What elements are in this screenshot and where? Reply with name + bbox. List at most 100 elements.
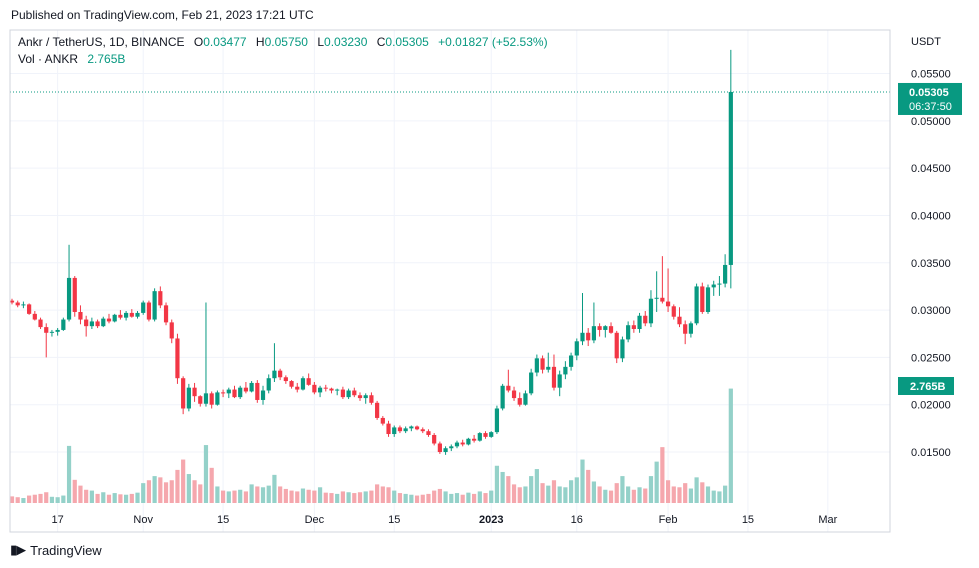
- candle-body: [466, 438, 471, 445]
- volume-bar: [72, 479, 77, 503]
- volume-bar: [591, 481, 597, 503]
- volume-bar: [380, 486, 385, 503]
- volume-label[interactable]: Vol · ANKR: [18, 52, 79, 66]
- volume-bar: [477, 491, 482, 503]
- price-axis-currency: USDT: [911, 36, 941, 48]
- time-tick-label: Mar: [818, 514, 837, 526]
- change-value: +0.01827 (+52.53%): [438, 35, 548, 49]
- volume-bar: [660, 447, 665, 503]
- price-axis[interactable]: 0.01500 0.02000 0.02500 0.03000 0.03500 0.040…: [911, 69, 951, 459]
- candle-body: [163, 305, 169, 323]
- volume-bar: [118, 494, 123, 503]
- ohlc-row: Ankr / TetherUS, 1D, BINANCE O0.03477 H0…: [18, 34, 548, 51]
- candle-body: [317, 387, 323, 393]
- volume-bar: [717, 491, 722, 503]
- candle-body: [580, 332, 585, 342]
- volume-bar: [546, 485, 551, 503]
- candle-body: [717, 283, 722, 285]
- volume-bar: [705, 486, 711, 503]
- time-axis[interactable]: 17 Nov 15 Dec 15 2023 16 Feb 15 Mar: [52, 514, 838, 526]
- time-tick-label: 15: [742, 514, 754, 526]
- volume-bar: [9, 496, 15, 503]
- last-price-label: 0.05305: [909, 87, 949, 99]
- symbol-title[interactable]: Ankr / TetherUS, 1D, BINANCE: [18, 35, 185, 49]
- volume-bar: [112, 493, 117, 503]
- candle-body: [192, 387, 197, 397]
- volume-bar: [409, 494, 414, 503]
- volume-bar: [129, 493, 134, 503]
- volume-bar: [586, 469, 591, 503]
- candle-body: [660, 297, 665, 302]
- volume-bar: [255, 486, 260, 503]
- candle-body: [540, 358, 545, 370]
- volume-bar: [84, 489, 89, 503]
- volume-bar: [688, 488, 693, 503]
- tradingview-logo[interactable]: ▮▶ TradingView: [10, 542, 102, 558]
- price-tick-label: 0.04000: [911, 210, 951, 222]
- candle-body: [654, 297, 659, 299]
- candle-body: [397, 427, 403, 432]
- candle-body: [409, 426, 414, 429]
- candle-body: [472, 438, 477, 441]
- last-price-tag: 0.05305 06:37:50: [898, 82, 962, 115]
- volume-bar: [392, 490, 397, 503]
- chart-grid: [10, 30, 890, 532]
- volume-bar: [335, 493, 340, 503]
- symbol-legend: Ankr / TetherUS, 1D, BINANCE O0.03477 H0…: [18, 34, 548, 68]
- volume-bar: [312, 490, 317, 503]
- time-tick-label: Nov: [133, 514, 153, 526]
- candle-body: [637, 315, 642, 330]
- candle-body: [631, 325, 636, 330]
- candle-body: [203, 393, 209, 404]
- candle-body: [500, 385, 505, 409]
- low-value: 0.03230: [324, 35, 368, 49]
- volume-bar: [677, 487, 682, 503]
- candle-body: [266, 378, 271, 391]
- volume-bar: [654, 461, 659, 503]
- candle-body: [626, 325, 631, 340]
- candle-body: [551, 366, 557, 388]
- candle-body: [386, 423, 391, 435]
- volume-bar: [260, 487, 266, 503]
- close-value: 0.05305: [385, 35, 429, 49]
- volume-bar: [671, 486, 676, 503]
- volume-bar: [300, 488, 306, 503]
- time-tick-label: 16: [571, 514, 583, 526]
- volume-bar: [38, 493, 43, 503]
- candle-body: [323, 387, 328, 389]
- volume-bar: [386, 487, 391, 503]
- volume-bar: [608, 490, 614, 503]
- volume-bar: [249, 484, 254, 503]
- volume-bar: [169, 480, 174, 503]
- volume-bar: [198, 484, 203, 503]
- volume-bar: [49, 496, 55, 503]
- volume-bar: [540, 483, 545, 503]
- volume-bar: [226, 491, 231, 503]
- volume-bar: [523, 486, 528, 503]
- candle-body: [483, 433, 488, 437]
- candle-body: [357, 395, 363, 399]
- price-tick-label: 0.05500: [911, 69, 951, 81]
- candle-body: [432, 434, 437, 444]
- candle-body: [72, 277, 77, 312]
- time-tick-label: 2023: [479, 514, 503, 526]
- volume-bar: [158, 477, 163, 503]
- candle-body: [278, 370, 283, 378]
- volume-bar: [266, 485, 271, 503]
- volume-bar: [563, 487, 568, 503]
- volume-bar: [397, 493, 403, 503]
- candle-body: [614, 332, 619, 359]
- volume-bar: [443, 491, 448, 503]
- volume-bar: [426, 493, 431, 503]
- price-tick-label: 0.04500: [911, 163, 951, 175]
- candle-body: [711, 284, 716, 288]
- last-volume-label: 2.765B: [910, 381, 946, 393]
- volume-bar: [403, 493, 408, 503]
- volume-bar: [15, 497, 20, 503]
- candle-body: [152, 291, 157, 320]
- volume-bar: [346, 492, 351, 503]
- candle-body: [95, 321, 100, 327]
- low-label: L: [317, 35, 325, 49]
- volume-bar: [95, 493, 100, 503]
